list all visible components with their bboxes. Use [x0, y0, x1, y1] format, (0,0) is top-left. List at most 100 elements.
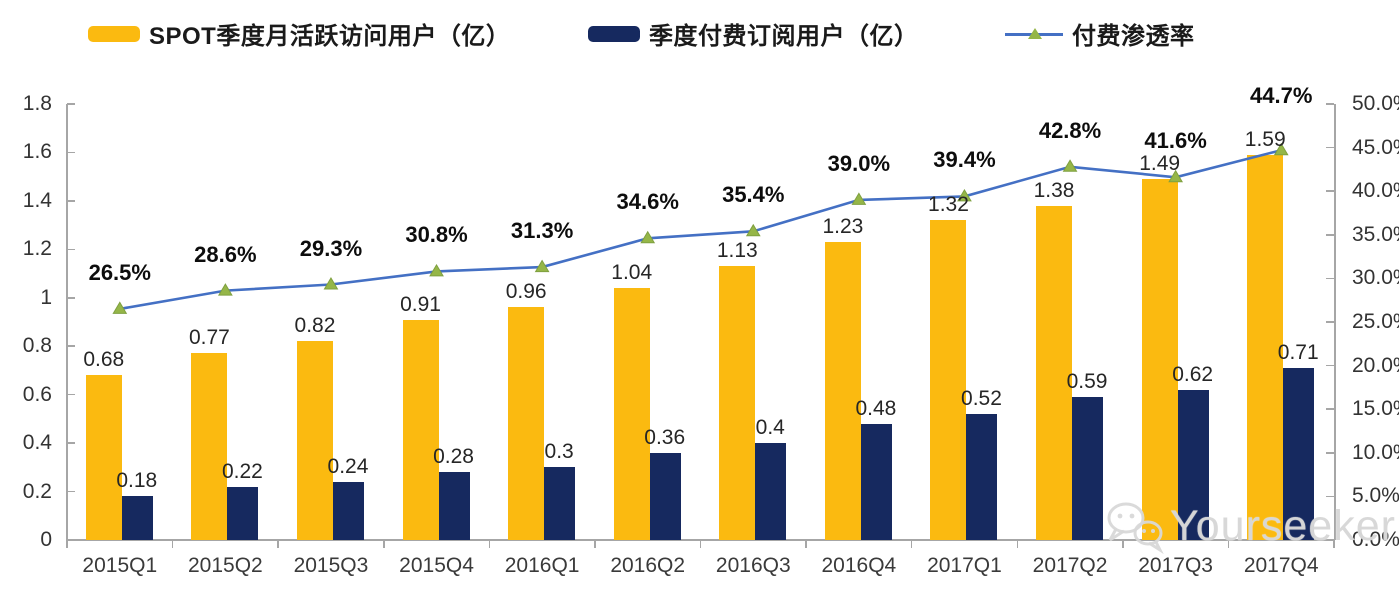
line-marker-icon — [1273, 142, 1289, 156]
bar-subs-label: 0.62 — [1172, 362, 1214, 386]
bar-subs-label: 0.24 — [327, 454, 369, 478]
right-axis-tick — [1326, 103, 1334, 105]
x-axis-label: 2016Q2 — [610, 554, 686, 577]
right-axis-tick — [1326, 234, 1334, 236]
left-axis-tick-label: 1.2 — [22, 237, 52, 261]
x-axis-label: 2015Q1 — [82, 554, 158, 577]
line-marker-icon — [112, 301, 128, 314]
x-axis-label: 2016Q1 — [504, 554, 580, 577]
line-marker-icon — [640, 230, 656, 244]
right-axis-tick-label: 30.0% — [1352, 266, 1399, 290]
bar-mau-label: 1.49 — [1139, 152, 1181, 176]
x-axis-tick — [910, 540, 913, 548]
x-axis-tick — [1122, 540, 1124, 548]
bar-subs — [966, 414, 998, 540]
right-axis-tick-label: 5.0% — [1352, 484, 1399, 508]
penetration-label: 29.3% — [299, 235, 363, 261]
bar-subs — [649, 452, 681, 540]
penetration-line — [119, 148, 1282, 311]
line-marker-icon — [851, 192, 867, 205]
x-axis-line — [66, 539, 1335, 541]
penetration-label: 39.0% — [827, 150, 891, 176]
right-axis-tick — [1326, 190, 1334, 192]
bar-subs — [438, 472, 470, 540]
bar-mau — [402, 319, 439, 540]
penetration-label: 31.3% — [510, 218, 574, 244]
right-axis-tick-label: 25.0% — [1352, 310, 1399, 333]
legend-label: SPOT季度月活跃访问用户（亿） — [149, 23, 511, 50]
left-axis-tick-label: 0.2 — [22, 479, 52, 503]
left-axis-tick-label: 1.6 — [22, 140, 52, 164]
left-axis-tick-label: 0.8 — [22, 334, 52, 358]
x-axis-label: 2017Q4 — [1243, 554, 1319, 577]
bar-subs-label: 0.22 — [221, 459, 263, 483]
left-axis-tick-label: 0 — [40, 528, 52, 551]
line-marker-icon — [429, 263, 444, 277]
bar-subs-label: 0.4 — [755, 416, 785, 440]
bar-mau-label: 0.77 — [188, 326, 230, 350]
penetration-label: 39.4% — [933, 147, 996, 173]
legend-item-penetration: 付费渗透率 — [1005, 16, 1195, 51]
right-axis-tick — [1326, 364, 1334, 367]
bar-mau-label: 1.04 — [611, 261, 653, 285]
legend-label: 付费渗透率 — [1072, 23, 1195, 50]
right-axis-tick-label: 45.0% — [1352, 135, 1399, 159]
penetration-label: 28.6% — [194, 241, 257, 267]
penetration-label: 26.5% — [88, 259, 151, 285]
bar-mau — [613, 288, 650, 540]
bar-subs-label: 0.3 — [544, 440, 574, 464]
x-axis-label: 2016Q3 — [715, 554, 791, 577]
bar-mau — [930, 220, 967, 540]
right-axis-tick-label: 35.0% — [1352, 222, 1399, 246]
left-axis-tick — [67, 393, 75, 396]
x-axis-label: 2015Q3 — [293, 554, 369, 577]
left-axis-tick-label: 0.6 — [22, 382, 52, 406]
bar-mau-label: 1.32 — [928, 193, 969, 217]
penetration-label: 34.6% — [616, 189, 679, 215]
x-axis-tick — [171, 540, 174, 548]
bar-subs-label: 0.28 — [433, 445, 474, 469]
x-axis-label: 2015Q4 — [399, 554, 474, 577]
right-axis-tick — [1326, 452, 1334, 454]
line-marker-icon — [217, 283, 233, 296]
x-axis-label: 2017Q1 — [927, 554, 1002, 577]
line-marker-icon — [534, 259, 550, 273]
line-marker-icon — [323, 277, 339, 290]
bar-mau-label: 0.91 — [400, 292, 441, 316]
penetration-label: 30.8% — [405, 222, 468, 248]
x-axis-tick — [699, 540, 702, 548]
right-axis-tick-label: 40.0% — [1352, 179, 1399, 203]
bar-mau — [824, 242, 861, 540]
x-axis-tick — [805, 540, 807, 548]
bar-mau — [719, 266, 756, 540]
bar-subs — [860, 423, 892, 540]
x-axis-label: 2015Q2 — [188, 554, 263, 577]
legend-item-mau: SPOT季度月活跃访问用户（亿） — [88, 16, 510, 51]
watermark: Yourseeker — [1102, 496, 1396, 556]
bar-subs-label: 0.36 — [644, 425, 686, 449]
bar-mau-label: 0.68 — [83, 348, 125, 372]
line-marker-icon — [957, 188, 972, 202]
bar-mau-label: 1.59 — [1244, 127, 1286, 151]
x-axis-label: 2017Q2 — [1032, 554, 1108, 577]
left-axis-tick — [67, 151, 75, 154]
bar-subs — [121, 496, 153, 540]
right-axis-line — [1334, 104, 1336, 540]
bar-subs-label: 0.18 — [116, 469, 158, 493]
wechat-icon — [1107, 502, 1164, 555]
bar-mau — [191, 353, 228, 540]
x-axis-tick — [383, 540, 385, 548]
bar-mau-label: 0.82 — [294, 314, 336, 338]
left-axis-tick-label: 1.8 — [22, 92, 52, 115]
x-axis-tick — [66, 540, 68, 548]
bar-mau — [1141, 179, 1178, 540]
right-axis-tick-label: 0.0% — [1352, 528, 1399, 551]
bar-mau-label: 0.96 — [505, 280, 547, 304]
x-axis-label: 2017Q3 — [1138, 554, 1213, 577]
left-axis-tick — [67, 103, 75, 105]
mau-legend-swatch — [88, 25, 140, 42]
watermark-text: Yourseeker — [1170, 501, 1396, 550]
right-axis-tick — [1326, 495, 1334, 498]
